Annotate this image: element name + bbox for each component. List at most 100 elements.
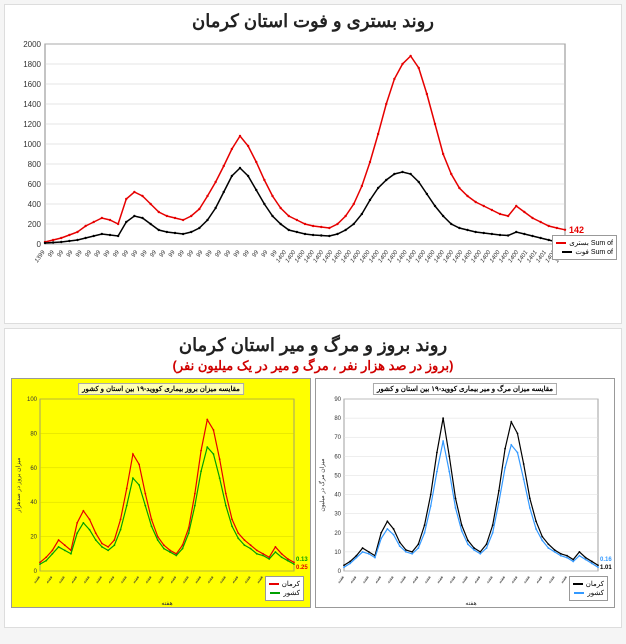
svg-text:400: 400: [28, 200, 42, 209]
svg-text:40: 40: [334, 493, 341, 499]
top-title: روند بستری و فوت استان کرمان: [5, 5, 621, 34]
svg-text:99: 99: [251, 249, 260, 258]
svg-text:70: 70: [334, 435, 341, 441]
svg-text:هفته: هفته: [509, 574, 518, 584]
svg-text:1.01: 1.01: [600, 565, 612, 571]
svg-text:99: 99: [233, 249, 242, 258]
svg-text:هفته: هفته: [361, 574, 370, 584]
top-chart-svg: 0200400600800100012001400160018002000139…: [5, 34, 615, 294]
svg-text:هفته: هفته: [131, 574, 140, 584]
svg-text:هفته: هفته: [205, 574, 214, 584]
svg-text:هفته: هفته: [230, 574, 239, 584]
svg-text:200: 200: [28, 220, 42, 229]
svg-text:هفته: هفته: [497, 574, 506, 584]
bottom-chart-panel: روند بروز و مرگ و میر استان کرمان (بروز …: [4, 328, 622, 628]
svg-text:هفته: هفته: [348, 574, 357, 584]
svg-text:هفته: هفته: [410, 574, 419, 584]
svg-text:30: 30: [334, 512, 341, 518]
svg-text:هفته: هفته: [547, 574, 556, 584]
svg-text:1000: 1000: [23, 140, 41, 149]
svg-text:هفته: هفته: [373, 574, 382, 584]
svg-text:هفته: هفته: [143, 574, 152, 584]
svg-text:هفته: هفته: [522, 574, 531, 584]
svg-text:99: 99: [140, 249, 149, 258]
svg-text:هفته: هفته: [106, 574, 115, 584]
svg-text:99: 99: [112, 249, 121, 258]
svg-text:هفته: هفته: [156, 574, 165, 584]
svg-text:800: 800: [28, 160, 42, 169]
svg-text:هفته: هفته: [161, 601, 172, 607]
svg-text:99: 99: [149, 249, 158, 258]
svg-text:40: 40: [30, 500, 37, 506]
svg-text:هفته: هفته: [385, 574, 394, 584]
svg-text:600: 600: [28, 180, 42, 189]
svg-text:60: 60: [30, 466, 37, 472]
svg-text:99: 99: [168, 249, 177, 258]
svg-text:هفته: هفته: [398, 574, 407, 584]
svg-text:0.16: 0.16: [600, 557, 612, 563]
incidence-chart-title: مقایسه میزان بروز بیماری کووید-۱۹ بین اس…: [78, 383, 244, 395]
svg-text:99: 99: [56, 249, 65, 258]
svg-text:هفته: هفته: [94, 574, 103, 584]
top-chart-panel: روند بستری و فوت استان کرمان 0 200 400 600 8…: [4, 4, 622, 324]
legend-row: Sum of فوت: [556, 248, 613, 256]
svg-text:1800: 1800: [23, 60, 41, 69]
svg-text:هفته: هفته: [447, 574, 456, 584]
svg-text:99: 99: [214, 249, 223, 258]
sub-legend: کرمانکشور: [569, 576, 608, 601]
svg-text:هفته: هفته: [255, 574, 264, 584]
svg-text:هفته: هفته: [119, 574, 128, 584]
svg-text:10: 10: [334, 550, 341, 556]
svg-text:هفته: هفته: [181, 574, 190, 584]
svg-text:99: 99: [75, 249, 84, 258]
svg-text:0: 0: [34, 569, 38, 575]
svg-text:99: 99: [205, 249, 214, 258]
svg-text:هفته: هفته: [534, 574, 543, 584]
svg-text:142: 142: [569, 225, 584, 235]
svg-text:هفته: هفته: [559, 574, 568, 584]
svg-text:هفته: هفته: [69, 574, 78, 584]
svg-text:99: 99: [224, 249, 233, 258]
top-chart-body: 0200400600800100012001400160018002000139…: [5, 34, 621, 294]
svg-text:هفته: هفته: [472, 574, 481, 584]
svg-text:80: 80: [30, 431, 37, 437]
svg-text:60: 60: [334, 454, 341, 460]
svg-text:99: 99: [242, 249, 251, 258]
svg-text:هفته: هفته: [218, 574, 227, 584]
svg-text:50: 50: [334, 473, 341, 479]
svg-text:90: 90: [334, 397, 341, 403]
svg-text:99: 99: [121, 249, 130, 258]
svg-text:هفته: هفته: [44, 574, 53, 584]
svg-text:هفته: هفته: [57, 574, 66, 584]
svg-text:99: 99: [159, 249, 168, 258]
svg-text:هفته: هفته: [32, 574, 41, 584]
svg-text:20: 20: [334, 531, 341, 537]
svg-text:99: 99: [261, 249, 270, 258]
svg-text:99: 99: [177, 249, 186, 258]
mortality-chart-title: مقایسه میزان مرگ و میر بیماری کووید-۱۹ ب…: [373, 383, 557, 395]
svg-text:20: 20: [30, 535, 37, 541]
svg-text:هفته: هفته: [435, 574, 444, 584]
svg-text:99: 99: [66, 249, 75, 258]
bottom-subtitle: (بروز در صد هزار نفر ، مرگ و میر در یک م…: [5, 358, 621, 378]
sub-legend: کرمانکشور: [265, 576, 304, 601]
svg-text:80: 80: [334, 416, 341, 422]
svg-text:1400: 1400: [23, 100, 41, 109]
svg-text:99: 99: [84, 249, 93, 258]
svg-text:هفته: هفته: [81, 574, 90, 584]
bottom-title: روند بروز و مرگ و میر استان کرمان: [5, 329, 621, 358]
svg-text:میزان بروز در صدهزار: میزان بروز در صدهزار: [15, 457, 22, 513]
svg-text:99: 99: [196, 249, 205, 258]
svg-text:100: 100: [27, 397, 38, 403]
svg-text:1600: 1600: [23, 80, 41, 89]
svg-text:هفته: هفته: [193, 574, 202, 584]
svg-text:0: 0: [338, 569, 342, 575]
svg-text:0: 0: [37, 240, 42, 249]
top-legend: Sum of بستریSum of فوت: [552, 235, 617, 260]
svg-text:هفته: هفته: [423, 574, 432, 584]
svg-text:هفته: هفته: [485, 574, 494, 584]
svg-text:هفته: هفته: [168, 574, 177, 584]
svg-text:0.25: 0.25: [296, 565, 308, 571]
mortality-chart: مقایسه میزان مرگ و میر بیماری کووید-۱۹ ب…: [315, 378, 615, 608]
svg-text:هفته: هفته: [336, 574, 345, 584]
